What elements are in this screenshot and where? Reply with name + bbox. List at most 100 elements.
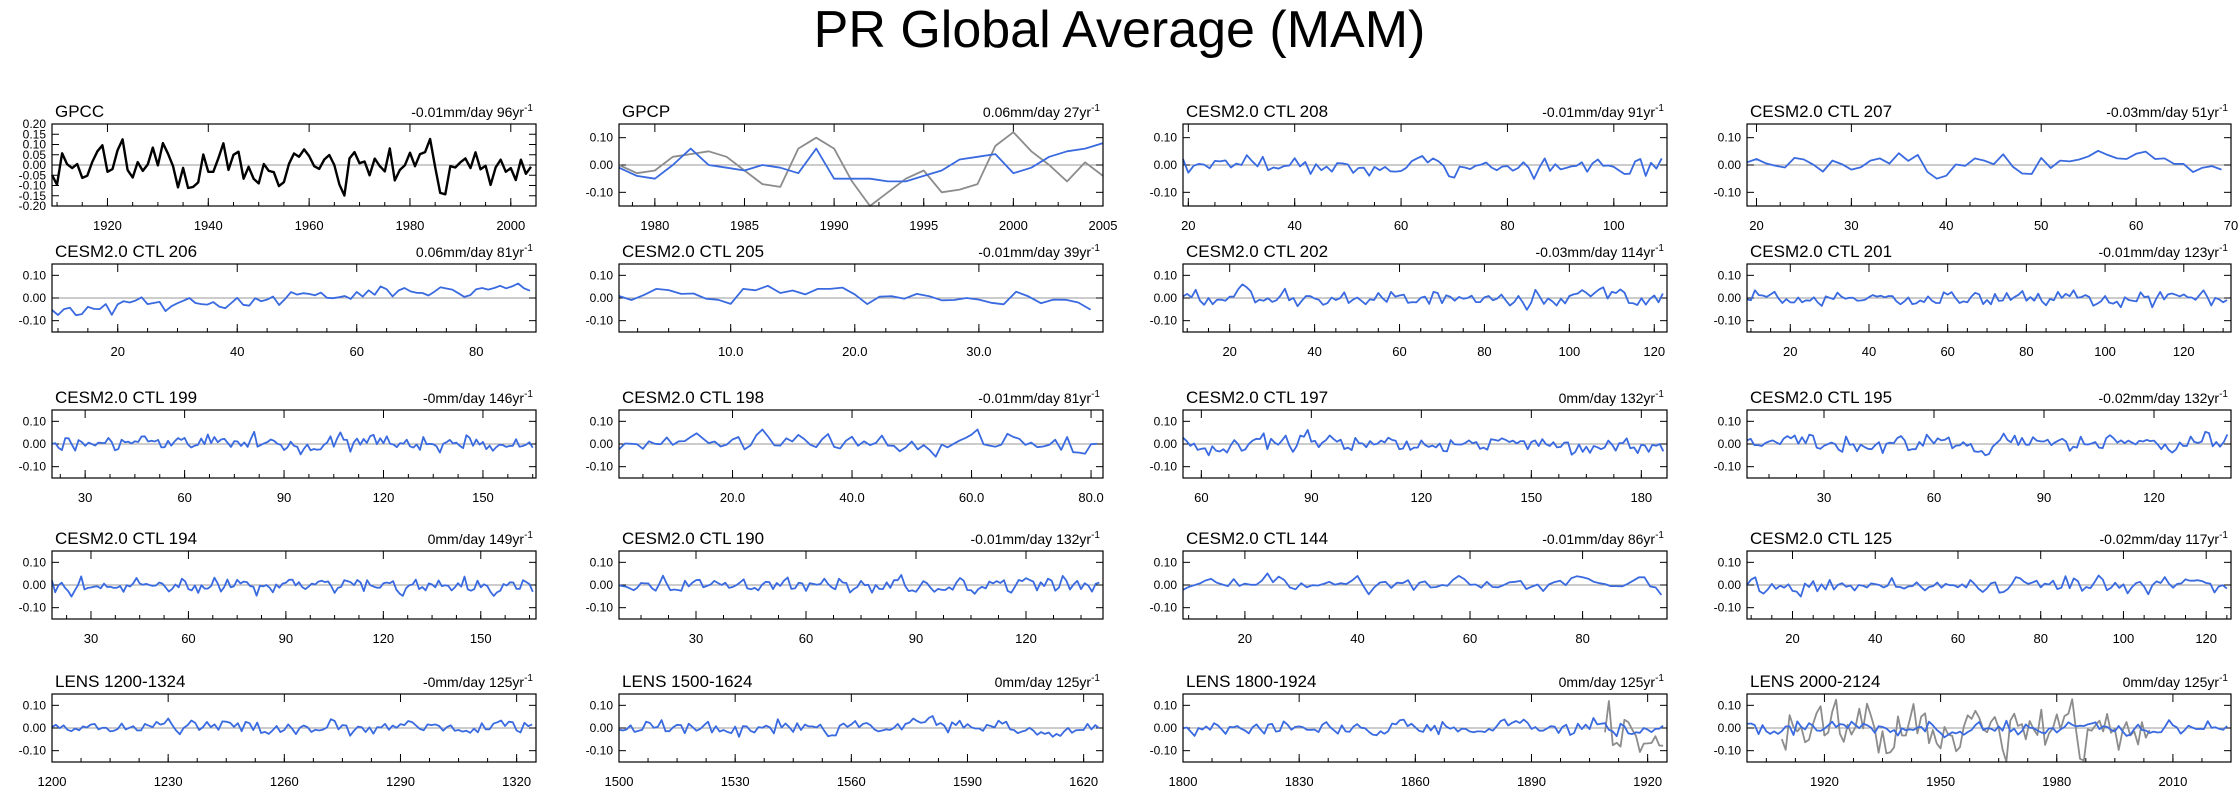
x-tick-label: 1560: [837, 774, 866, 789]
series-line: [1604, 700, 1664, 753]
series-line: [51, 575, 534, 598]
trend-label: 0.06mm/day 81yr-1: [416, 243, 534, 260]
y-tick-label: -0.10: [1714, 460, 1742, 474]
x-tick-label: 1980: [2042, 774, 2071, 789]
plot-frame: [1182, 263, 1668, 333]
x-tick-label: 80: [1575, 631, 1589, 646]
x-tick-label: 2010: [2158, 774, 2187, 789]
y-tick-label: 0.00: [590, 578, 614, 592]
x-tick-label: 1985: [730, 218, 759, 233]
chart-panel: CESM2.0 CTL 208 -0.01mm/day 91yr-1 0.10 0.0…: [1150, 102, 1668, 233]
chart-panel: CESM2.0 CTL 195 -0.02mm/day 132yr-1 0.10 0.…: [1714, 388, 2232, 505]
y-tick-label: -0.10: [586, 460, 614, 474]
trend-label: 0mm/day 125yr-1: [1559, 673, 1665, 690]
panel-title: GPCC: [55, 102, 104, 121]
x-tick-label: 150: [470, 631, 492, 646]
series-line: [1746, 719, 2228, 739]
x-tick-label: 60: [1394, 218, 1408, 233]
y-tick-label: 0.20: [23, 117, 47, 131]
x-tick-label: 30.0: [966, 344, 991, 359]
x-tick-label: 1260: [270, 774, 299, 789]
y-tick-label: 0.00: [1718, 158, 1742, 172]
y-tick-label: -0.10: [586, 601, 614, 615]
plot-frame: [51, 123, 537, 207]
chart-panel: CESM2.0 CTL 190 -0.01mm/day 132yr-1 0.10 0.…: [586, 529, 1104, 646]
panel-title: CESM2.0 CTL 195: [1750, 388, 1892, 407]
panel-title: CESM2.0 CTL 207: [1750, 102, 1892, 121]
x-tick-label: 20: [1222, 344, 1236, 359]
y-tick-label: -0.10: [19, 601, 47, 615]
x-tick-label: 60.0: [959, 490, 984, 505]
y-tick-label: -0.10: [1150, 314, 1178, 328]
plot-frame: [1746, 693, 2232, 763]
plot-frame: [618, 123, 1104, 207]
chart-panel: CESM2.0 CTL 201 -0.01mm/day 123yr-1 0.10 0.…: [1714, 242, 2232, 359]
y-tick-label: 0.05: [23, 148, 47, 162]
panel-title: CESM2.0 CTL 194: [55, 529, 197, 548]
x-tick-label: 20.0: [720, 490, 745, 505]
x-tick-label: 100: [1558, 344, 1580, 359]
y-tick-label: 0.00: [1154, 578, 1178, 592]
x-tick-label: 1990: [820, 218, 849, 233]
x-tick-label: 90: [2037, 490, 2051, 505]
y-tick-label: 0.15: [23, 127, 47, 141]
trend-label: 0mm/day 149yr-1: [428, 530, 534, 547]
x-tick-label: 1960: [295, 218, 324, 233]
y-tick-label: 0.00: [1718, 291, 1742, 305]
x-tick-label: 100: [1603, 218, 1625, 233]
trend-label: -0mm/day 146yr-1: [423, 389, 533, 406]
chart-panel: LENS 1200-1324 -0mm/day 125yr-1 0.10 0.00 -0…: [19, 672, 537, 789]
y-tick-label: 0.10: [23, 414, 47, 428]
x-tick-label: 1995: [909, 218, 938, 233]
y-tick-label: -0.20: [19, 199, 47, 213]
y-tick-label: 0.10: [590, 555, 614, 569]
x-tick-label: 2000: [999, 218, 1028, 233]
y-tick-label: 0.00: [1718, 437, 1742, 451]
series-line: [1746, 149, 2222, 180]
x-tick-label: 20: [110, 344, 124, 359]
x-tick-label: 90: [909, 631, 923, 646]
trend-label: -0.01mm/day 39yr-1: [978, 243, 1100, 260]
panel-title: CESM2.0 CTL 125: [1750, 529, 1892, 548]
x-tick-label: 1200: [38, 774, 67, 789]
y-tick-label: 0.10: [1718, 414, 1742, 428]
chart-panel: CESM2.0 CTL 199 -0mm/day 146yr-1 0.10 0.00 -…: [19, 388, 537, 505]
x-tick-label: 20: [1749, 218, 1763, 233]
x-tick-label: 30: [78, 490, 92, 505]
x-tick-label: 1940: [194, 218, 223, 233]
x-tick-label: 60: [350, 344, 364, 359]
y-tick-label: 0.10: [590, 414, 614, 428]
y-tick-label: 0.00: [590, 291, 614, 305]
chart-panel: CESM2.0 CTL 206 0.06mm/day 81yr-1 0.10 0.00…: [19, 242, 537, 359]
x-tick-label: 80: [1477, 344, 1491, 359]
plot-frame: [618, 409, 1104, 479]
x-tick-label: 80.0: [1078, 490, 1103, 505]
x-tick-label: 80: [2033, 631, 2047, 646]
y-tick-label: -0.10: [1150, 744, 1178, 758]
y-tick-label: 0.00: [1154, 721, 1178, 735]
y-tick-label: 0.10: [23, 555, 47, 569]
y-tick-label: 0.10: [23, 138, 47, 152]
y-tick-label: 0.00: [23, 578, 47, 592]
chart-panel: LENS 1500-1624 0mm/day 125yr-1 0.10 0.00 -0.…: [586, 672, 1104, 789]
x-tick-label: 150: [1520, 490, 1542, 505]
trend-label: 0mm/day 125yr-1: [2123, 673, 2229, 690]
x-tick-label: 30: [689, 631, 703, 646]
panel-title: LENS 1500-1624: [622, 672, 752, 691]
panel-title: GPCP: [622, 102, 670, 121]
x-tick-label: 20: [1181, 218, 1195, 233]
trend-label: -0.01mm/day 91yr-1: [1542, 103, 1664, 120]
x-tick-label: 40: [1307, 344, 1321, 359]
chart-panel: CESM2.0 CTL 194 0mm/day 149yr-1 0.10 0.00 -0…: [19, 529, 537, 646]
x-tick-label: 40: [1868, 631, 1882, 646]
x-tick-label: 20: [1783, 344, 1797, 359]
x-tick-label: 60: [1940, 344, 1954, 359]
y-tick-label: 0.10: [1154, 268, 1178, 282]
x-tick-label: 80: [2019, 344, 2033, 359]
series-line: [51, 717, 533, 737]
chart-panel: CESM2.0 CTL 125 -0.02mm/day 117yr-1 0.10 0.…: [1714, 529, 2232, 646]
plot-frame: [1182, 409, 1668, 479]
y-tick-label: 0.10: [590, 268, 614, 282]
y-tick-label: 0.00: [23, 721, 47, 735]
x-tick-label: 60: [799, 631, 813, 646]
